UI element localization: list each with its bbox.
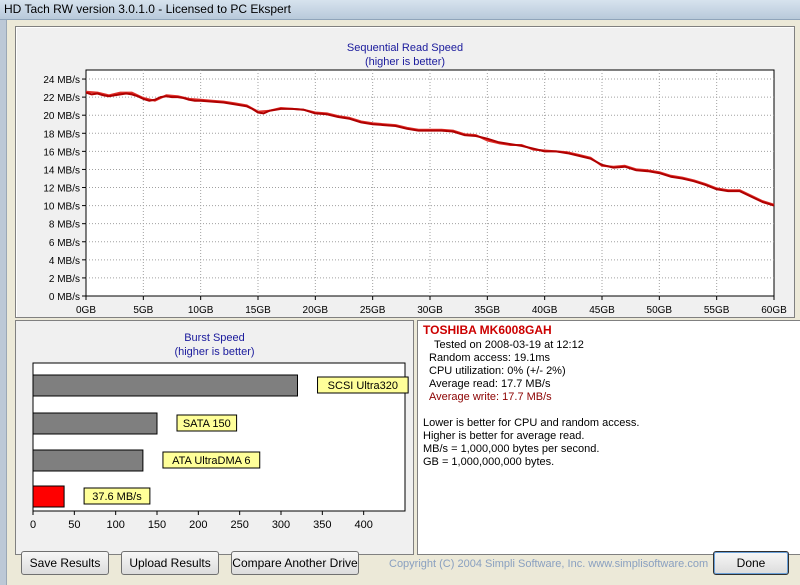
y-tick-label: 20 MB/s [43, 111, 80, 122]
burst-label: SATA 150 [183, 418, 231, 430]
burst-label-box [83, 487, 151, 505]
random-access: Random access: 19.1ms [429, 352, 551, 364]
drive-info-panel: TOSHIBA MK6008GAH Tested on 2008-03-19 a… [417, 320, 800, 555]
x-tick-label: 55GB [704, 305, 730, 316]
note-line: Lower is better for CPU and random acces… [423, 417, 640, 429]
x-tick-label: 35GB [475, 305, 501, 316]
burst-bar [32, 412, 158, 435]
burst-label: ATA UltraDMA 6 [172, 455, 250, 467]
tested-on: Tested on 2008-03-19 at 12:12 [434, 339, 584, 351]
read-speed-line [85, 91, 775, 207]
y-tick-label: 6 MB/s [49, 238, 80, 249]
y-tick-label: 10 MB/s [43, 202, 80, 213]
note-line: Higher is better for average read. [423, 430, 585, 442]
plot-area [85, 69, 775, 297]
x-tick-label: 45GB [589, 305, 615, 316]
burst-label-box [317, 376, 409, 394]
save-results-button[interactable]: Save Results [21, 551, 109, 575]
copyright-text: Copyright (C) 2004 Simpli Software, Inc.… [389, 558, 709, 570]
y-tick-label: 8 MB/s [49, 220, 80, 231]
burst-label-box [176, 414, 238, 432]
x-tick-label: 0 [30, 519, 36, 531]
average-write: Average write: 17.7 MB/s [429, 391, 552, 403]
y-tick-label: 14 MB/s [43, 165, 80, 176]
x-tick-label: 5GB [133, 305, 153, 316]
burst-label-box [162, 451, 261, 469]
x-tick-label: 50GB [647, 305, 673, 316]
burst-chart-subtitle: (higher is better) [174, 346, 255, 358]
note-line: GB = 1,000,000,000 bytes. [423, 456, 555, 468]
average-read: Average read: 17.7 MB/s [429, 378, 551, 390]
x-tick-label: 15GB [245, 305, 271, 316]
y-tick-label: 22 MB/s [43, 93, 80, 104]
y-tick-label: 24 MB/s [43, 75, 80, 86]
x-tick-label: 20GB [303, 305, 329, 316]
burst-speed-chart: SCSI Ultra320 SATA 150 ATA UltraDMA 6 37.6 … [30, 362, 409, 531]
x-tick-label: 100 [106, 519, 124, 531]
y-tick-label: 0 MB/s [49, 292, 80, 303]
burst-chart-title: Burst Speed [184, 332, 245, 344]
y-tick-label: 16 MB/s [43, 147, 80, 158]
burst-bar [32, 449, 144, 472]
x-tick-label: 200 [189, 519, 207, 531]
sequential-read-chart: 0 MB/s 2 MB/s 4 MB/s 6 MB/s 8 MB/s 10 MB/s 12 … [43, 69, 787, 316]
x-tick-label: 400 [354, 519, 372, 531]
y-tick-label: 4 MB/s [49, 256, 80, 267]
y-tick-label: 12 MB/s [43, 184, 80, 195]
x-tick-label: 50 [68, 519, 80, 531]
burst-bar [32, 374, 298, 397]
x-tick-label: 0GB [76, 305, 96, 316]
x-tick-label: 30GB [417, 305, 443, 316]
x-tick-label: 40GB [532, 305, 558, 316]
y-tick-label: 2 MB/s [49, 274, 80, 285]
upload-results-button[interactable]: Upload Results [121, 551, 219, 575]
seq-chart-subtitle: (higher is better) [364, 56, 446, 68]
cpu-utilization: CPU utilization: 0% (+/- 2%) [429, 365, 566, 377]
burst-label: SCSI Ultra320 [328, 380, 398, 392]
drive-name: TOSHIBA MK6008GAH [423, 323, 552, 337]
x-tick-label: 150 [148, 519, 166, 531]
x-tick-label: 60GB [761, 305, 787, 316]
x-tick-label: 250 [230, 519, 248, 531]
burst-label: 37.6 MB/s [92, 491, 142, 503]
seq-chart-title: Sequential Read Speed [346, 42, 464, 54]
x-tick-label: 10GB [188, 305, 214, 316]
done-button[interactable]: Done [713, 551, 789, 575]
title-bar: HD Tach RW version 3.0.1.0 - Licensed to… [0, 0, 800, 20]
window-title: HD Tach RW version 3.0.1.0 - Licensed to… [4, 2, 292, 16]
burst-bar [32, 485, 65, 508]
compare-another-drive-button[interactable]: Compare Another Drive [231, 551, 359, 575]
sequential-read-panel: Sequential Read Speed (higher is better)… [15, 26, 795, 318]
main-window: Sequential Read Speed (higher is better)… [6, 20, 800, 585]
x-tick-label: 350 [313, 519, 331, 531]
y-tick-label: 18 MB/s [43, 129, 80, 140]
burst-speed-panel: Burst Speed (higher is better) SCSI Ultr… [15, 320, 414, 555]
note-line: MB/s = 1,000,000 bytes per second. [423, 443, 600, 455]
x-tick-label: 25GB [360, 305, 386, 316]
x-tick-label: 300 [272, 519, 290, 531]
